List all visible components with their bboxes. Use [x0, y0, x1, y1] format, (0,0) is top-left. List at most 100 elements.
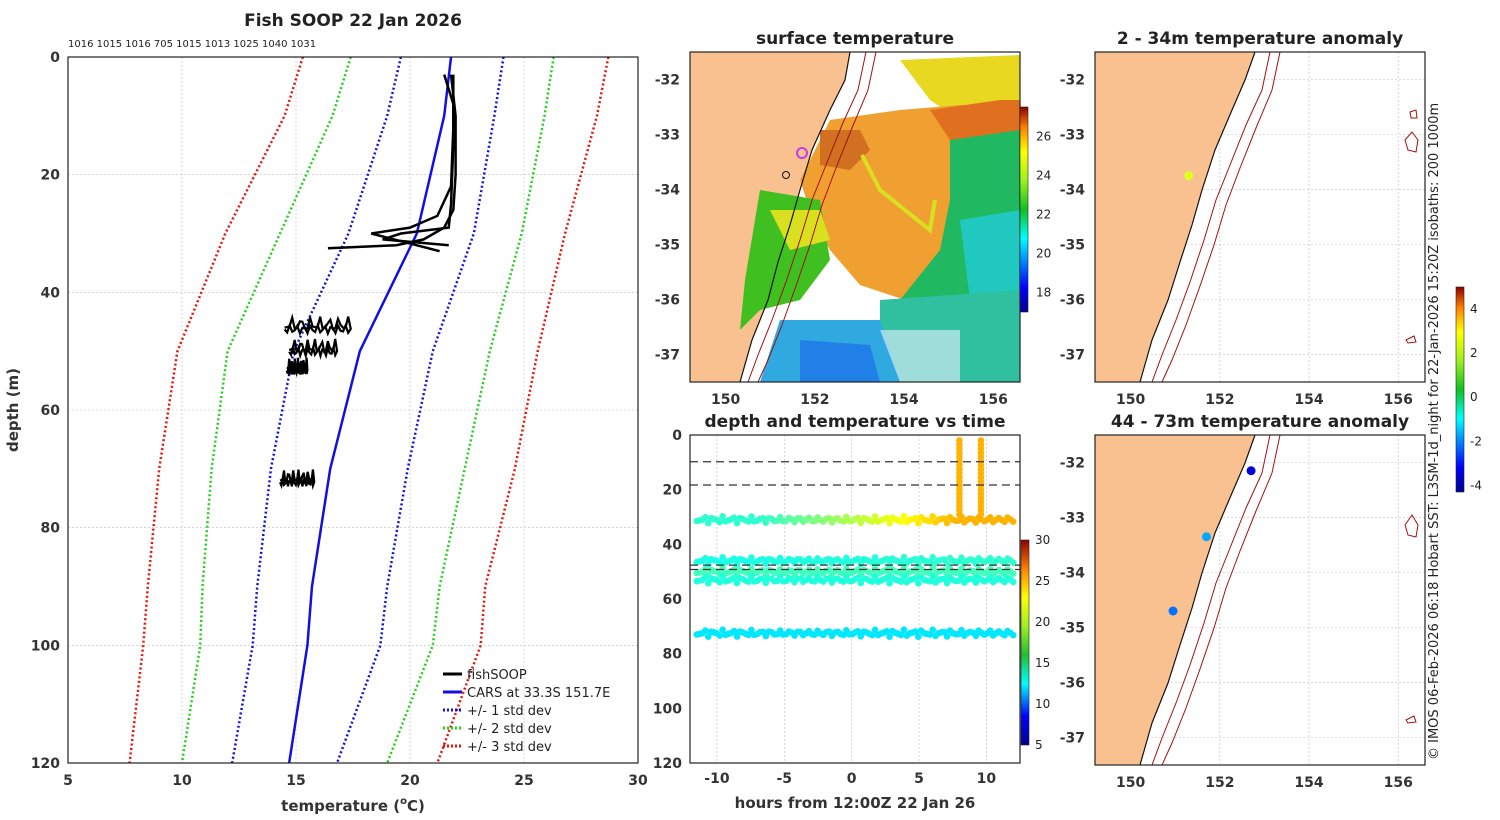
map-lon-tick: 154: [1294, 392, 1323, 408]
ts-point: [702, 554, 709, 562]
ts-point: [854, 628, 862, 635]
ts-point: [986, 555, 994, 562]
ts-spike-point: [977, 510, 985, 518]
ts-point: [912, 574, 919, 582]
map-lon-tick: 152: [1205, 392, 1234, 408]
cars-mean-line: [287, 56, 453, 764]
legend-1std: +/- 1 std dev: [467, 704, 552, 719]
map-lon-tick: 152: [800, 392, 829, 408]
anomaly-colorbar-tick: 2: [1470, 346, 1478, 360]
ts-point: [702, 627, 709, 634]
ts-point: [912, 628, 919, 635]
ts-point: [748, 573, 755, 581]
ts-point: [704, 519, 712, 527]
profile-title: Fish SOOP 22 Jan 2026: [244, 11, 462, 31]
ts-point: [745, 578, 752, 585]
ts-x-tick: 10: [977, 771, 997, 787]
ts-point: [886, 560, 893, 568]
ts-colorbar: [1020, 539, 1030, 746]
map-lon-tick: 154: [889, 392, 918, 408]
ts-point: [972, 632, 980, 640]
ts-point: [1009, 518, 1017, 526]
profile-x-tick: 10: [172, 773, 192, 789]
ts-point: [733, 519, 741, 527]
ts-point: [915, 560, 922, 568]
fishsoop-blob: [283, 313, 352, 337]
legend-fishsoop: fishSOOP: [467, 668, 527, 683]
ts-point: [730, 627, 738, 635]
fishsoop-cast-line: [327, 74, 457, 250]
ts-point: [897, 578, 905, 585]
legend-3std: +/- 3 std dev: [467, 740, 552, 755]
ts-colorbar-tick: 15: [1035, 656, 1050, 670]
anomaly1-frame: [1094, 51, 1426, 383]
map-lat-tick: -34: [1060, 566, 1086, 582]
anomaly2-title: 44 - 73m temperature anomaly: [1111, 412, 1409, 432]
ts-point: [748, 513, 755, 520]
ts-point: [900, 564, 908, 572]
ts-point: [730, 514, 738, 521]
anomaly-map-deep: 44 - 73m temperature anomaly 150 152 154 15…: [1060, 286, 1482, 791]
profile-top-numbers: 1016 1015 1016 705 1015 1013 1025 1040 1…: [68, 39, 316, 50]
ts-point: [704, 633, 712, 640]
fishsoop-blob: [285, 357, 309, 378]
profile-x-tick: 25: [514, 773, 533, 789]
ts-point: [854, 566, 862, 574]
ts-y-tick: 100: [653, 701, 682, 717]
ts-point: [926, 631, 934, 638]
ts-point: [716, 632, 724, 639]
ts-point: [748, 554, 755, 561]
ts-point: [719, 554, 726, 561]
profile-frame: [67, 56, 639, 764]
ts-point: [929, 573, 936, 580]
profile-x-tick: 30: [628, 773, 648, 789]
ts-point: [748, 626, 755, 634]
map-lat-tick: -36: [1060, 293, 1085, 309]
map-lon-tick: 156: [1384, 392, 1413, 408]
ts-point: [986, 514, 994, 521]
ts-point: [716, 518, 724, 526]
ts-x-tick: 0: [847, 771, 857, 787]
ts-point: [926, 558, 934, 566]
ts-point: [929, 513, 936, 520]
ts-point: [733, 579, 741, 587]
ts-point: [854, 514, 862, 522]
ts-point: [868, 578, 876, 586]
map-lat-tick: -35: [1060, 238, 1085, 254]
ts-point: [986, 627, 994, 635]
ts-point: [900, 626, 908, 633]
ts-y-tick: 0: [672, 428, 682, 444]
ts-point: [958, 626, 965, 634]
legend-cars: CARS at 33.3S 151.7E: [467, 686, 610, 701]
ts-point: [915, 519, 922, 527]
ts-point: [943, 519, 951, 527]
ts-point: [972, 579, 980, 586]
anomaly-map-shallow: 2 - 34m temperature anomaly 150 152 154 156…: [1060, 29, 1426, 408]
ts-point: [748, 565, 755, 572]
map-lat-tick: -35: [655, 238, 680, 254]
ts-point: [702, 513, 709, 521]
map-lon-tick: 150: [1116, 775, 1145, 791]
profile-y-tick: 40: [41, 285, 61, 301]
anomaly-colorbar-tick: -2: [1470, 434, 1482, 448]
anomaly-colorbar-tick: -4: [1470, 478, 1482, 492]
ts-point: [733, 633, 741, 640]
profile-y-tick: 60: [41, 403, 61, 419]
ts-point: [719, 513, 726, 520]
ts-point: [871, 513, 879, 520]
ts-point: [958, 554, 965, 561]
ts-point: [897, 559, 905, 566]
ts-point: [702, 574, 709, 581]
map-lon-tick: 150: [1116, 392, 1145, 408]
profile-y-tick: 0: [50, 50, 60, 66]
map-lat-tick: -32: [655, 73, 680, 89]
fishsoop-cast-line: [370, 74, 455, 253]
ts-point: [1009, 559, 1017, 567]
ts-point: [929, 626, 936, 634]
anomaly1-land: [1095, 52, 1255, 382]
anomaly2-point: [1168, 606, 1178, 616]
ts-point: [897, 631, 905, 639]
ts-point: [900, 553, 908, 561]
ts-point: [958, 573, 965, 581]
ts-spike-point: [956, 510, 963, 518]
